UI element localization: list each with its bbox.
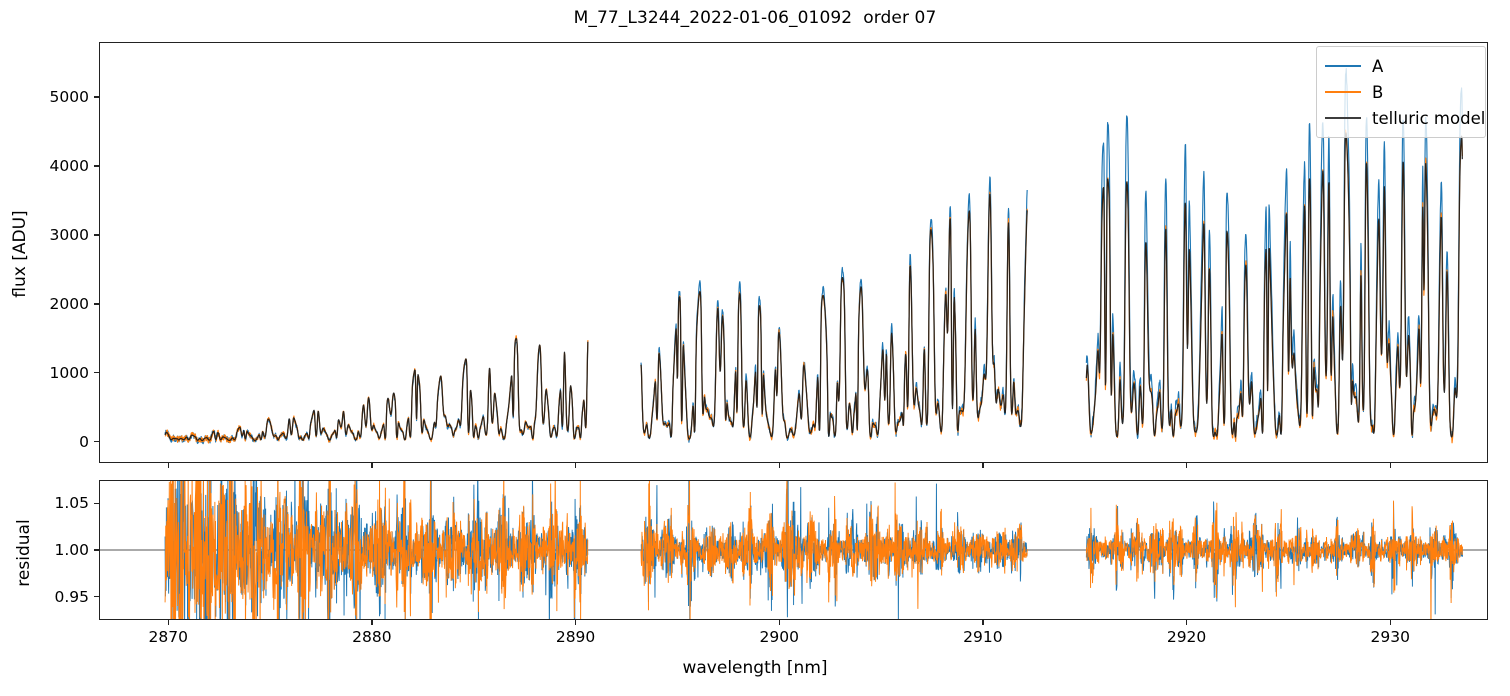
xtick-label-2890: 2890 <box>555 628 596 646</box>
xtick-label-2870: 2870 <box>148 628 188 646</box>
ytick-label-residual-0-95: 0.95 <box>54 587 89 606</box>
xtick-mark-flux-2900 <box>778 463 780 468</box>
ytick-label-flux-2000: 2000 <box>49 294 89 313</box>
ytick-mark-flux-2000 <box>94 303 99 305</box>
legend-label-telluric-model: telluric model <box>1372 108 1486 128</box>
ytick-label-residual-1-05: 1.05 <box>54 494 89 513</box>
xtick-mark-flux-2880 <box>371 463 373 468</box>
xtick-mark-2890 <box>574 620 577 625</box>
residual-series-b-segment-2 <box>640 481 1028 619</box>
ytick-mark-residual-1-05 <box>94 502 99 505</box>
residual-panel <box>99 480 1488 620</box>
ytick-label-residual-1: 1.00 <box>54 541 89 559</box>
residual-axis-label: residual <box>14 519 34 587</box>
residual-series-b-segment-1 <box>164 481 589 619</box>
ytick-mark-flux-0 <box>94 440 99 443</box>
ytick-label-flux-5000: 5000 <box>49 88 89 107</box>
page-title: M_77_L3244_2022-01-06_01092 order 07 <box>573 8 937 28</box>
residual-series-b-segment-3 <box>1085 500 1463 619</box>
flux-series-b-segment-2 <box>640 191 1028 442</box>
flux-telluric-model-segment-1 <box>164 337 589 442</box>
wavelength-axis-label: wavelength [nm] <box>682 658 828 678</box>
xtick-label-2930: 2930 <box>1370 628 1410 646</box>
legend-item-b: B <box>1325 79 1476 105</box>
xtick-label-2910: 2910 <box>963 628 1003 646</box>
xtick-mark-flux-2870 <box>167 463 169 468</box>
residual-plot-area <box>100 481 1487 619</box>
xtick-mark-2880 <box>371 620 373 625</box>
ytick-mark-flux-5000 <box>94 96 99 98</box>
ytick-mark-residual-0-95 <box>94 595 99 598</box>
xtick-mark-flux-2910 <box>982 463 984 468</box>
flux-panel <box>99 42 1488 463</box>
legend-item-a: A <box>1325 53 1476 79</box>
legend-swatch-a-icon <box>1325 65 1361 67</box>
legend-label-a: A <box>1372 56 1384 76</box>
xtick-mark-2870 <box>167 620 169 625</box>
flux-telluric-model-segment-2 <box>640 193 1028 440</box>
ytick-label-flux-4000: 4000 <box>49 157 89 176</box>
xtick-mark-flux-2890 <box>574 463 577 468</box>
ytick-label-flux-0: 0 <box>79 432 89 451</box>
ytick-label-flux-3000: 3000 <box>49 225 89 244</box>
flux-axis-label: flux [ADU] <box>10 210 30 298</box>
legend-swatch-telluric-model-icon <box>1325 117 1361 119</box>
xtick-mark-2910 <box>982 620 984 625</box>
xtick-label-2880: 2880 <box>352 628 392 646</box>
xtick-mark-2920 <box>1185 620 1188 625</box>
legend: A B telluric model <box>1316 46 1486 138</box>
xtick-label-2900: 2900 <box>759 628 799 646</box>
ytick-label-flux-1000: 1000 <box>49 363 89 382</box>
xtick-mark-flux-2930 <box>1389 463 1391 468</box>
flux-telluric-model-segment-3 <box>1085 132 1463 438</box>
legend-item-telluric-model: telluric model <box>1325 105 1485 131</box>
ytick-mark-flux-1000 <box>94 372 99 374</box>
legend-swatch-b-icon <box>1325 91 1361 93</box>
ytick-mark-residual-1 <box>94 549 99 551</box>
xtick-mark-2930 <box>1389 620 1391 625</box>
ytick-mark-flux-3000 <box>94 234 99 236</box>
ytick-mark-flux-4000 <box>94 165 99 167</box>
legend-label-b: B <box>1372 82 1384 102</box>
xtick-mark-flux-2920 <box>1185 463 1188 468</box>
flux-plot-area <box>164 67 1463 445</box>
xtick-mark-2900 <box>778 620 780 625</box>
xtick-label-2920: 2920 <box>1166 628 1207 646</box>
